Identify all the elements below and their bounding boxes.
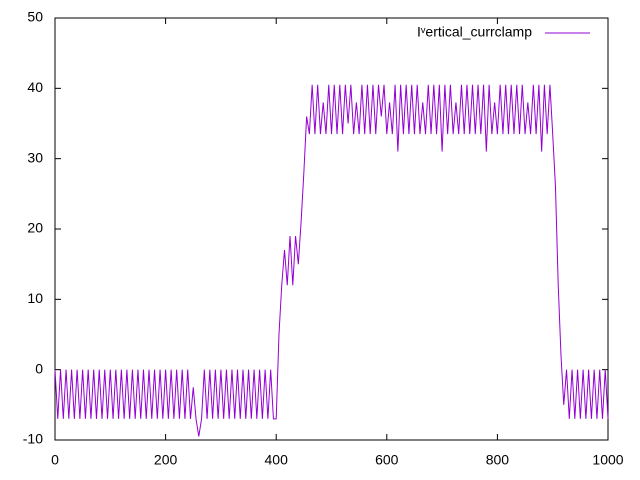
y-tick-label: 10: [27, 290, 43, 306]
y-tick-label: 50: [27, 9, 43, 25]
x-tick-label: 1000: [592, 452, 623, 468]
data-line: [54, 84, 609, 437]
y-tick-label: 40: [27, 79, 43, 95]
y-tick-label: 0: [35, 360, 43, 376]
x-tick-label: 0: [51, 452, 59, 468]
y-tick-label: 20: [27, 220, 43, 236]
x-tick-label: 200: [154, 452, 178, 468]
x-tick-label: 600: [375, 452, 399, 468]
x-tick-label: 800: [486, 452, 510, 468]
y-tick-label: -10: [23, 431, 43, 447]
y-tick-label: 30: [27, 149, 43, 165]
x-tick-label: 400: [265, 452, 289, 468]
legend-label: Iᵛertical_currclamp: [417, 24, 532, 40]
